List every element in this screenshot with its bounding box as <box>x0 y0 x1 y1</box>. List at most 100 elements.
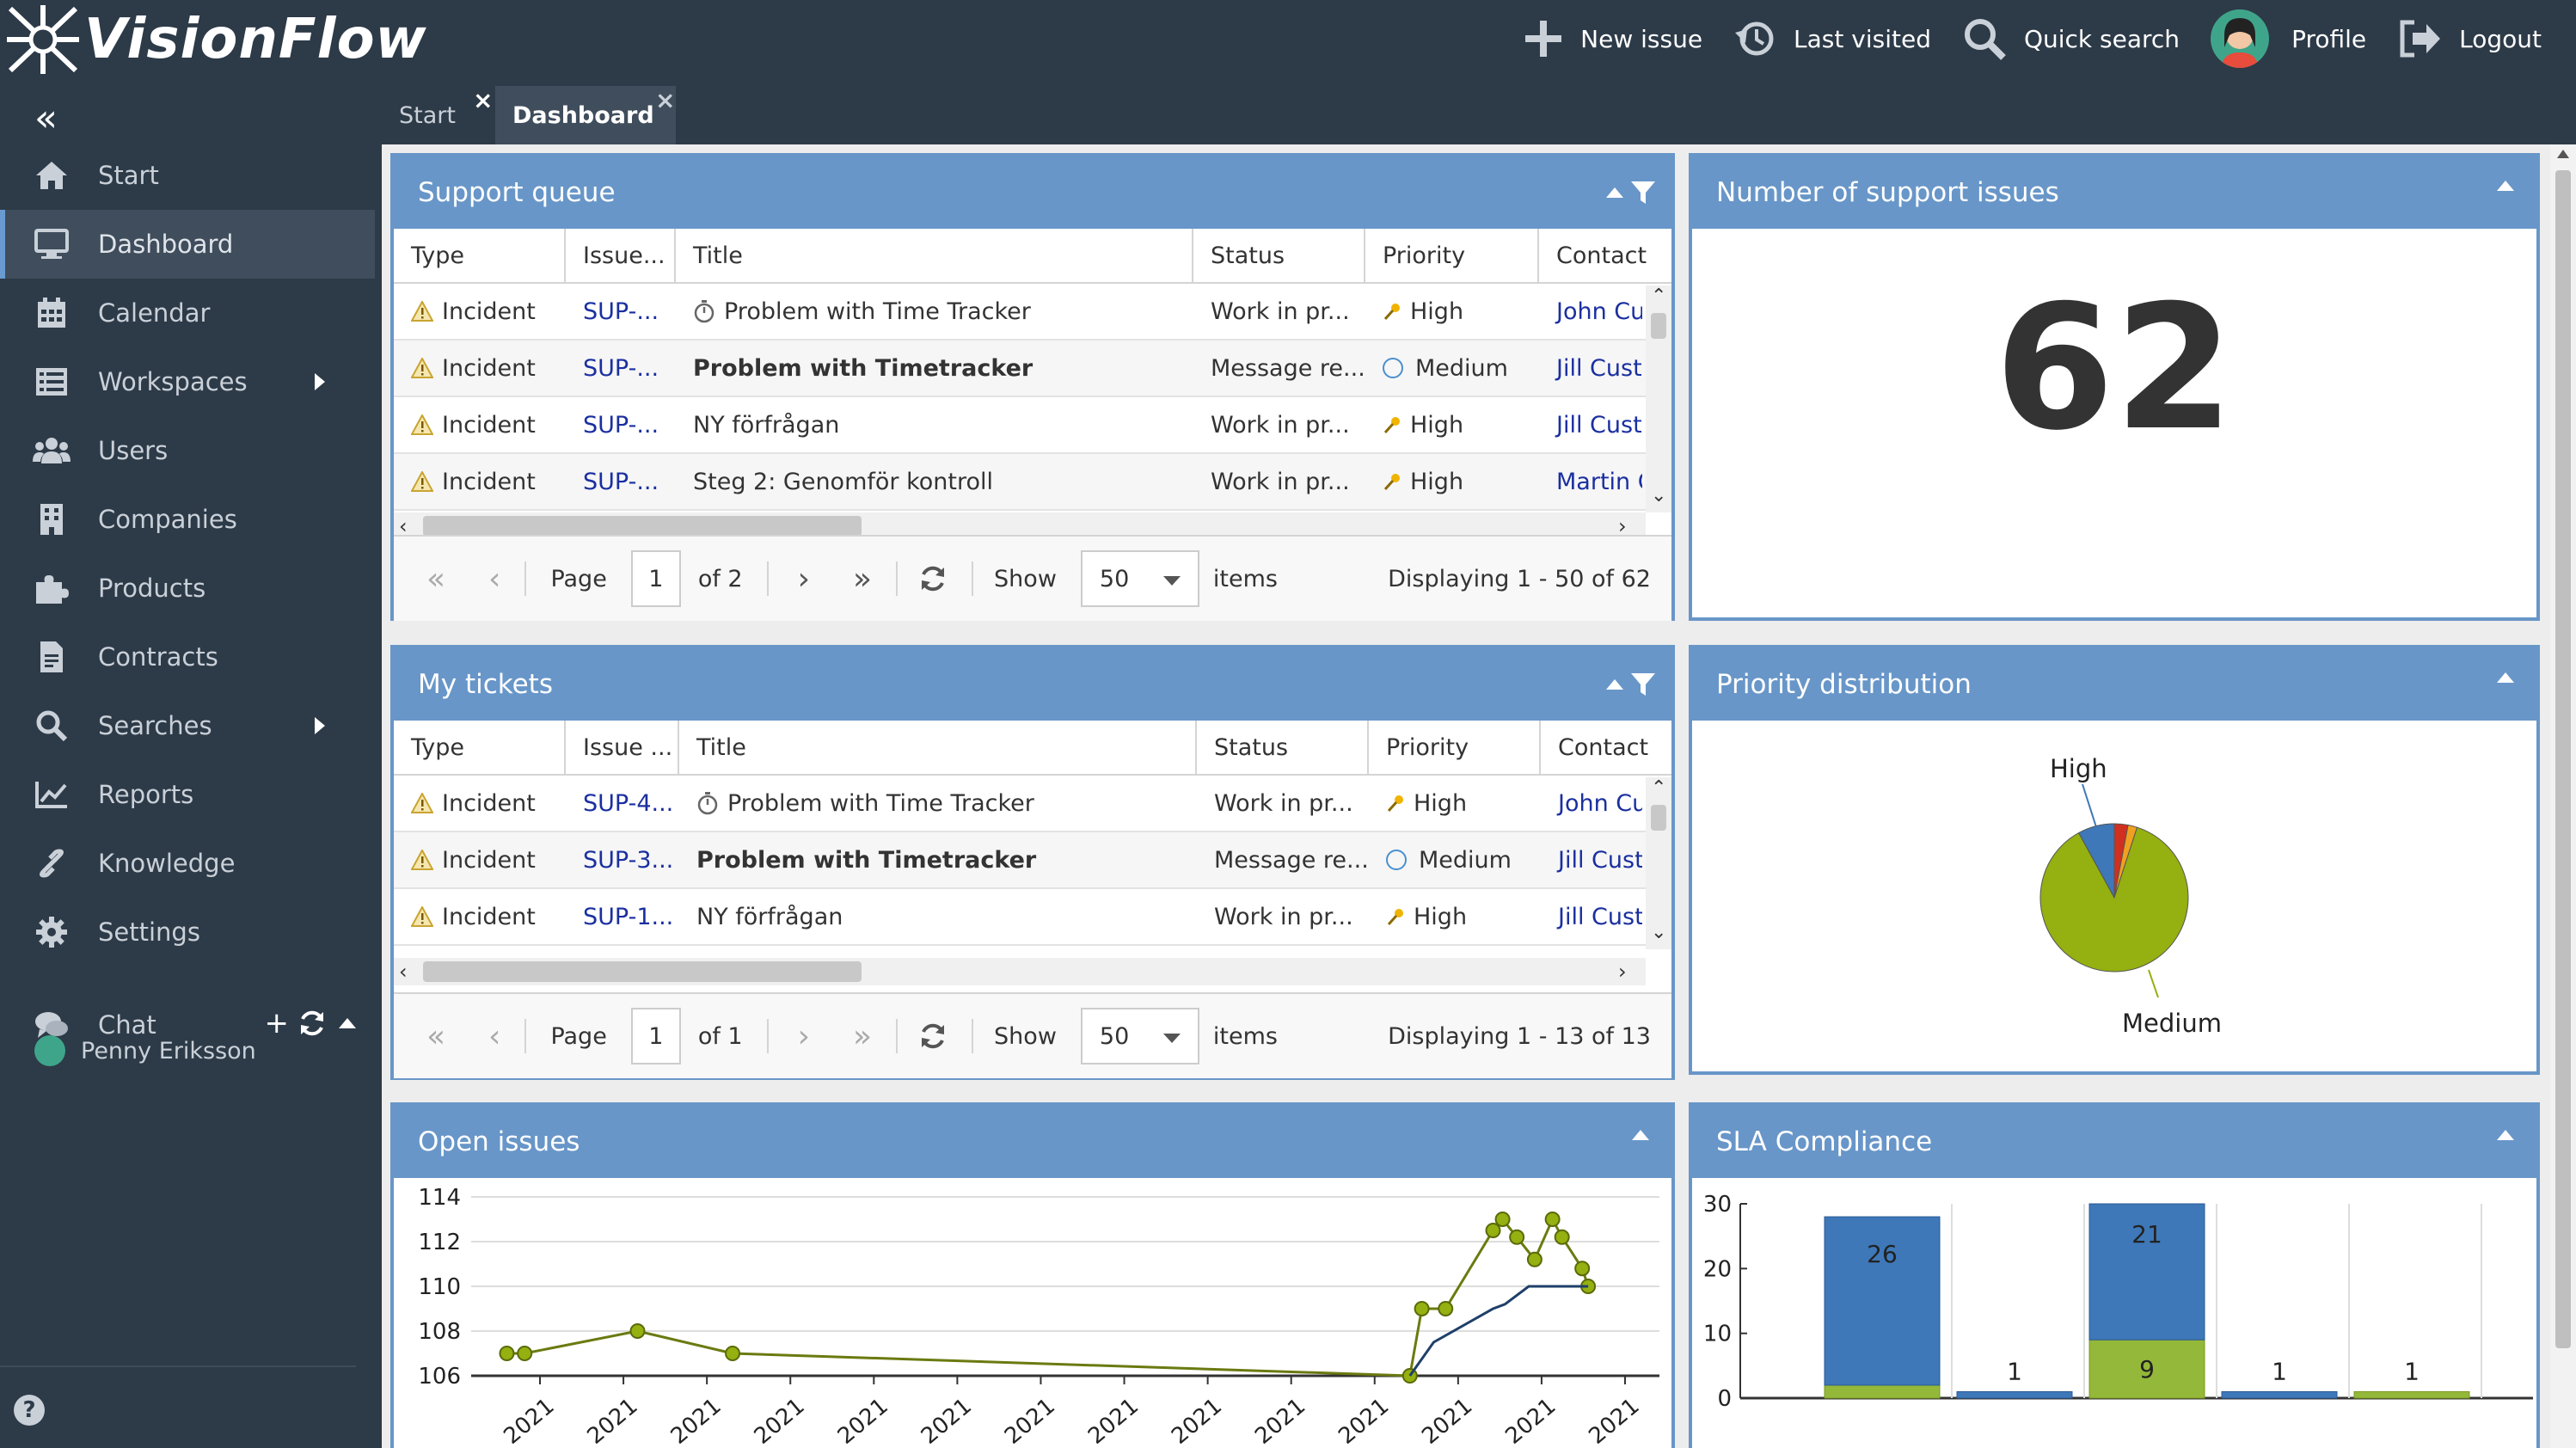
scrollbar-thumb[interactable] <box>1651 805 1666 831</box>
sidebar-item-products[interactable]: Products <box>0 554 375 623</box>
column-header-priority[interactable]: Priority <box>1365 229 1539 282</box>
profile-button[interactable]: Profile <box>2211 9 2366 68</box>
collapse-panel-icon[interactable] <box>1606 679 1623 690</box>
collapse-panel-icon[interactable] <box>2497 1130 2514 1140</box>
add-chat-icon[interactable]: + <box>264 1006 290 1040</box>
prev-page-icon[interactable]: ‹ <box>488 1018 501 1054</box>
page-number-input[interactable]: 1 <box>630 1008 681 1065</box>
sidebar-item-settings[interactable]: Settings <box>0 898 375 966</box>
close-tab-icon[interactable]: × <box>655 86 676 114</box>
last-visited-button[interactable]: Last visited <box>1733 17 1931 60</box>
scrollbar-thumb[interactable] <box>423 961 862 982</box>
sidebar-item-dashboard[interactable]: Dashboard <box>0 210 375 279</box>
cell-issue-link[interactable]: SUP-... <box>583 411 659 439</box>
sidebar-item-workspaces[interactable]: Workspaces <box>0 347 375 416</box>
collapse-chat-icon[interactable] <box>339 1018 356 1028</box>
filter-icon[interactable] <box>1630 181 1656 205</box>
prev-page-icon[interactable]: ‹ <box>488 561 501 597</box>
table-row[interactable]: Incident SUP-3... Problem with Timetracker… <box>394 832 1671 889</box>
last-page-icon[interactable]: » <box>853 561 873 597</box>
collapse-panel-icon[interactable] <box>2497 672 2514 683</box>
tab-dashboard[interactable]: Dashboard × <box>495 86 676 144</box>
cell-contact-link[interactable]: Martin G <box>1556 468 1642 495</box>
grid-vertical-scrollbar[interactable]: ⌃ ⌄ <box>1646 777 1671 949</box>
scroll-down-icon[interactable]: ⌄ <box>1651 485 1667 506</box>
scroll-up-icon[interactable]: ⌃ <box>1651 777 1667 799</box>
help-icon[interactable]: ? <box>14 1395 45 1426</box>
cell-contact-link[interactable]: John Cus <box>1558 789 1642 817</box>
quick-search-button[interactable]: Quick search <box>1962 16 2180 61</box>
sidebar-item-reports[interactable]: Reports <box>0 760 375 829</box>
cell-issue-link[interactable]: SUP-... <box>583 468 659 495</box>
column-header-contact[interactable]: Contact <box>1556 242 1647 269</box>
cell-contact-link[interactable]: John Cus <box>1556 298 1642 325</box>
scroll-up-icon[interactable] <box>2557 150 2569 158</box>
last-page-icon[interactable]: » <box>853 1018 873 1054</box>
scrollbar-thumb[interactable] <box>1651 313 1666 339</box>
sidebar-item-start[interactable]: Start <box>0 141 375 210</box>
close-tab-icon[interactable]: × <box>473 86 494 114</box>
column-header-title[interactable]: Title <box>676 229 1193 282</box>
scroll-right-icon[interactable]: › <box>1618 514 1627 538</box>
column-header-title[interactable]: Title <box>679 721 1197 774</box>
page-number-input[interactable]: 1 <box>630 550 681 607</box>
cell-issue-link[interactable]: SUP-... <box>583 354 659 382</box>
logout-button[interactable]: Logout <box>2397 19 2542 58</box>
collapse-panel-icon[interactable] <box>2497 181 2514 191</box>
cell-issue-link[interactable]: SUP-... <box>583 298 659 325</box>
refresh-icon[interactable] <box>918 564 948 593</box>
table-row[interactable]: Incident SUP-1... NY förfrågan Work in pr..… <box>394 889 1671 946</box>
cell-contact-link[interactable]: Jill Custo <box>1556 354 1642 382</box>
column-header-contact[interactable]: Contact <box>1558 733 1649 761</box>
table-row[interactable]: Incident SUP-... NY förfrågan Work in pr...… <box>394 397 1671 454</box>
cell-contact-link[interactable]: Jill Custo <box>1558 846 1642 874</box>
collapse-panel-icon[interactable] <box>1606 187 1623 198</box>
refresh-icon[interactable] <box>918 1022 948 1051</box>
cell-issue-link[interactable]: SUP-1... <box>583 903 674 930</box>
sidebar-item-users[interactable]: Users <box>0 416 375 485</box>
tab-start[interactable]: Start × <box>382 86 493 144</box>
scroll-left-icon[interactable]: ‹ <box>399 960 408 984</box>
cell-issue-link[interactable]: SUP-3... <box>583 846 674 874</box>
next-page-icon[interactable]: › <box>797 1018 811 1054</box>
column-header-issue[interactable]: Issue ... <box>566 721 679 774</box>
scroll-right-icon[interactable]: › <box>1618 960 1627 984</box>
scroll-down-icon[interactable]: ⌄ <box>1651 922 1667 943</box>
table-row[interactable]: Incident SUP-... Problem with Timetracker M… <box>394 341 1671 397</box>
refresh-chat-icon[interactable] <box>297 1009 327 1038</box>
page-scrollbar[interactable] <box>2550 144 2576 1448</box>
scrollbar-thumb[interactable] <box>423 516 862 537</box>
scroll-up-icon[interactable]: ⌃ <box>1651 285 1667 307</box>
chat-user[interactable]: Penny Eriksson <box>34 1035 256 1066</box>
sidebar-item-knowledge[interactable]: Knowledge <box>0 829 375 898</box>
cell-contact-link[interactable]: Jill Custo <box>1556 411 1642 439</box>
new-issue-button[interactable]: New issue <box>1524 19 1702 58</box>
sidebar-item-searches[interactable]: Searches <box>0 691 375 760</box>
grid-horizontal-scrollbar[interactable]: ‹ › <box>394 958 1646 985</box>
cell-issue-link[interactable]: SUP-4... <box>583 789 674 817</box>
sidebar-item-contracts[interactable]: Contracts <box>0 623 375 691</box>
page-size-select[interactable]: 50 <box>1080 1008 1199 1065</box>
first-page-icon[interactable]: « <box>426 561 446 597</box>
expand-arrow-icon[interactable] <box>315 717 325 734</box>
column-header-issue[interactable]: Issue... <box>566 229 676 282</box>
expand-arrow-icon[interactable] <box>315 373 325 390</box>
table-row[interactable]: Incident SUP-... Problem with Time Tracker… <box>394 284 1671 341</box>
sidebar-item-companies[interactable]: Companies <box>0 485 375 554</box>
table-row[interactable]: Incident SUP-4... Problem with Time Tracke… <box>394 776 1671 832</box>
page-size-select[interactable]: 50 <box>1080 550 1199 607</box>
first-page-icon[interactable]: « <box>426 1018 446 1054</box>
table-row[interactable]: Incident SUP-... Steg 2: Genomför kontroll… <box>394 454 1671 511</box>
column-header-type[interactable]: Type <box>394 721 566 774</box>
next-page-icon[interactable]: › <box>797 561 811 597</box>
collapse-panel-icon[interactable] <box>1632 1130 1649 1140</box>
column-header-status[interactable]: Status <box>1193 229 1365 282</box>
cell-contact-link[interactable]: Jill Custo <box>1558 903 1642 930</box>
scroll-left-icon[interactable]: ‹ <box>399 514 408 538</box>
filter-icon[interactable] <box>1630 672 1656 696</box>
sidebar-item-calendar[interactable]: Calendar <box>0 279 375 347</box>
scrollbar-thumb[interactable] <box>2555 170 2571 1348</box>
collapse-sidebar-icon[interactable]: « <box>34 96 58 140</box>
logo[interactable]: VisionFlow <box>5 3 427 76</box>
column-header-type[interactable]: Type <box>394 229 566 282</box>
